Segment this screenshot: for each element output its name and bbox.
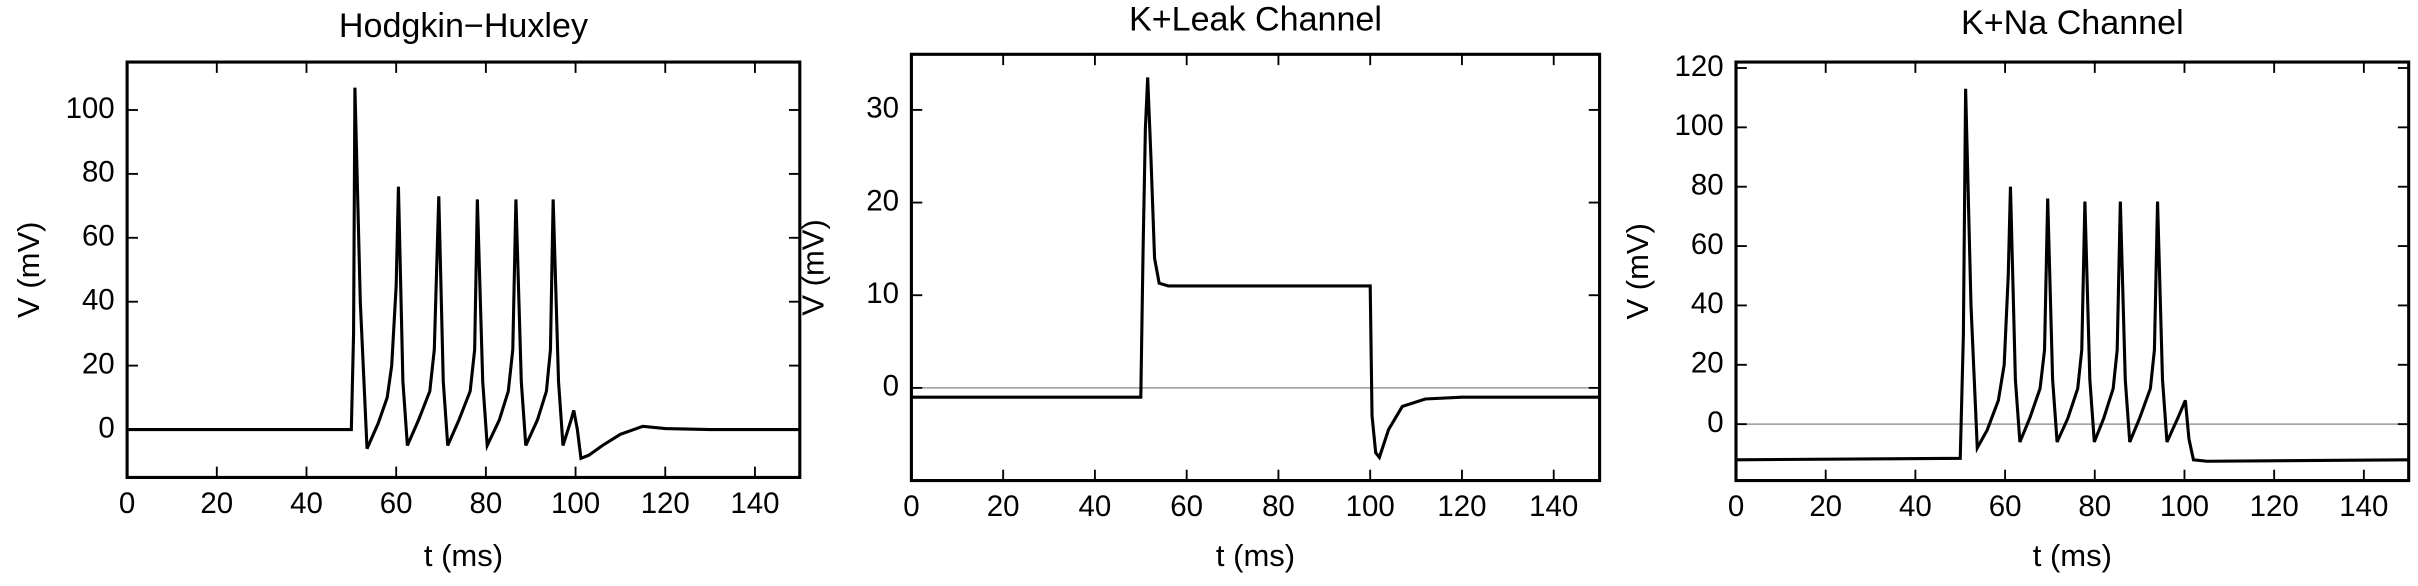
x-axis-label: t (ms) bbox=[1216, 538, 1295, 573]
y-tick-label: 100 bbox=[1674, 109, 1723, 142]
y-tick-label: 20 bbox=[1691, 347, 1724, 380]
plot-frame bbox=[1734, 60, 2411, 483]
x-tick-label: 0 bbox=[903, 490, 919, 523]
y-tick-label: 20 bbox=[866, 184, 899, 217]
x-axis-label: t (ms) bbox=[424, 538, 503, 573]
x-tick-label: 20 bbox=[200, 487, 233, 520]
x-tick-label: 60 bbox=[1170, 490, 1203, 523]
y-tick-label: 120 bbox=[1674, 50, 1723, 83]
plot-frame bbox=[125, 60, 802, 479]
data-line bbox=[1735, 88, 2409, 463]
x-tick-label: 120 bbox=[641, 487, 690, 520]
y-axis-label: V (mV) bbox=[11, 222, 46, 318]
x-tick-label: 80 bbox=[2078, 490, 2111, 523]
y-tick-label: 0 bbox=[883, 370, 899, 403]
data-line bbox=[127, 87, 800, 461]
y-tick-label: 20 bbox=[82, 347, 115, 380]
y-tick-label: 60 bbox=[82, 220, 115, 253]
y-tick-label: 40 bbox=[82, 283, 115, 316]
x-tick-label: 100 bbox=[1346, 490, 1395, 523]
plot-frame bbox=[909, 52, 1602, 483]
y-axis-label: V (mV) bbox=[1620, 223, 1655, 319]
x-tick-label: 140 bbox=[2339, 490, 2388, 523]
y-tick-label: 80 bbox=[1691, 168, 1724, 201]
x-tick-label: 20 bbox=[1809, 490, 1842, 523]
data-line bbox=[911, 77, 1600, 461]
y-axis-label: V (mV) bbox=[795, 219, 830, 315]
x-tick-label: 140 bbox=[1529, 490, 1578, 523]
y-tick-label: 0 bbox=[1707, 406, 1723, 439]
chart-title: K+Leak Channel bbox=[1129, 1, 1382, 39]
y-tick-label: 80 bbox=[82, 156, 115, 189]
chart-title: Hodgkin−Huxley bbox=[339, 7, 588, 45]
x-tick-label: 40 bbox=[1899, 490, 1932, 523]
y-tick-label: 100 bbox=[66, 92, 115, 125]
y-tick-label: 30 bbox=[866, 92, 899, 125]
x-tick-label: 0 bbox=[1728, 490, 1744, 523]
x-tick-label: 60 bbox=[1989, 490, 2022, 523]
x-axis-label: t (ms) bbox=[2033, 538, 2112, 573]
x-tick-label: 40 bbox=[290, 487, 323, 520]
y-tick-label: 10 bbox=[866, 277, 899, 310]
x-tick-label: 40 bbox=[1079, 490, 1112, 523]
x-tick-label: 80 bbox=[1262, 490, 1295, 523]
x-tick-label: 80 bbox=[469, 487, 502, 520]
x-tick-label: 140 bbox=[730, 487, 779, 520]
x-tick-label: 60 bbox=[380, 487, 413, 520]
x-tick-label: 20 bbox=[987, 490, 1020, 523]
y-tick-label: 40 bbox=[1691, 287, 1724, 320]
x-tick-label: 120 bbox=[2250, 490, 2299, 523]
x-tick-label: 0 bbox=[119, 487, 135, 520]
x-tick-label: 100 bbox=[551, 487, 600, 520]
y-tick-label: 60 bbox=[1691, 228, 1724, 261]
x-tick-label: 120 bbox=[1437, 490, 1486, 523]
chart-title: K+Na Channel bbox=[1961, 4, 2184, 42]
x-tick-label: 100 bbox=[2160, 490, 2209, 523]
y-tick-label: 0 bbox=[98, 411, 114, 444]
